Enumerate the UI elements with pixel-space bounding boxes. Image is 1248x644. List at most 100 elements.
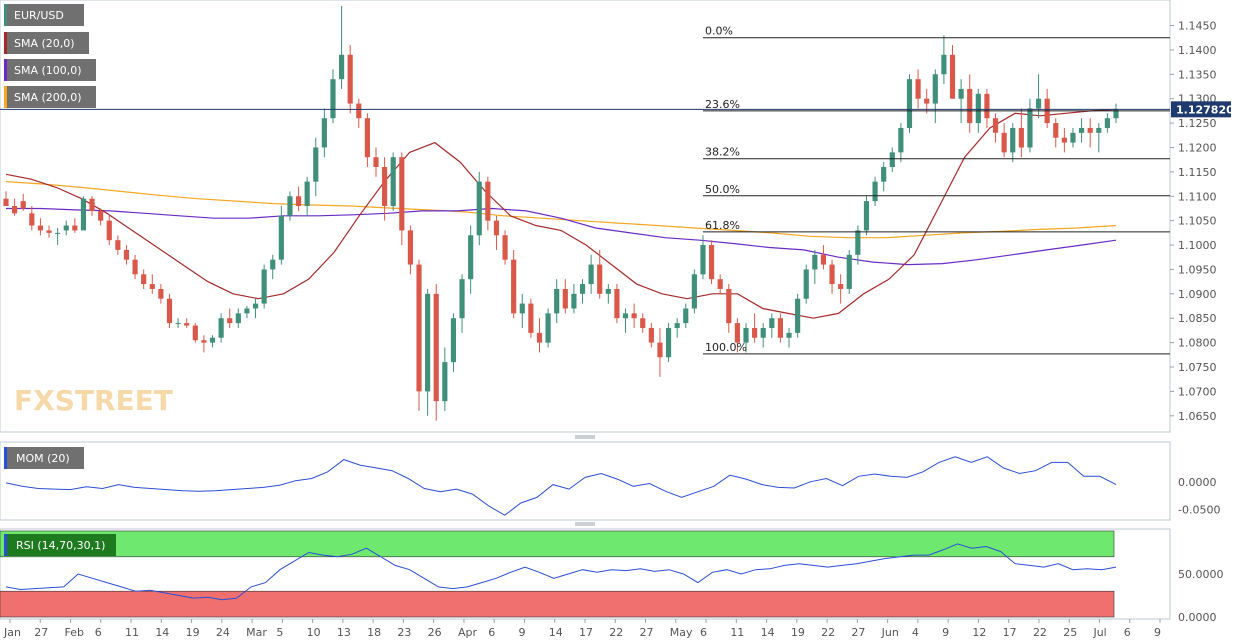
candle-bull — [252, 303, 259, 309]
price-tick-label: 1.1250 — [1178, 117, 1217, 130]
candle-bear — [528, 303, 534, 333]
x-tick-label: 11 — [125, 626, 139, 639]
candle-bear — [838, 284, 844, 289]
sma-lines — [5, 108, 1117, 319]
candle-bear — [726, 288, 732, 324]
x-axis: Jan 27 Feb 6 11 14 19 24 Mar 5 10 13 18 23 26 Apr 6 9 14 17… — [3, 619, 1161, 639]
candle-bull — [304, 181, 310, 207]
candle-bull — [554, 288, 560, 314]
candle-bear — [123, 249, 130, 260]
momentum-panel — [0, 441, 1171, 521]
price-axis: 1.14501.14001.13501.13001.12501.12001.11… — [0, 20, 1234, 423]
candle-bear — [382, 166, 388, 207]
candle-bear — [46, 230, 52, 233]
candle-bear — [640, 318, 646, 328]
candle-bull — [881, 166, 887, 182]
price-tick-label: 1.0700 — [1178, 385, 1217, 398]
candle-bull — [571, 293, 577, 309]
price-tick-label: 1.0650 — [1178, 410, 1217, 423]
mom-tick-label: 0.0000 — [1178, 476, 1217, 489]
candle-bear — [1018, 127, 1024, 148]
momentum-line — [5, 456, 1117, 516]
candle-bear — [984, 93, 990, 119]
last-price-label: 1.127820 — [1176, 103, 1234, 116]
price-tick-label: 1.0900 — [1178, 288, 1217, 301]
price-tick-label: 1.1200 — [1178, 141, 1217, 154]
x-tick-label: 14 — [155, 626, 169, 639]
x-tick-label: 6 — [1124, 626, 1131, 639]
candle-bull — [605, 288, 611, 294]
candle-bear — [98, 210, 104, 221]
candle-bull — [786, 332, 792, 338]
candle-bear — [364, 118, 370, 158]
candle-bear — [536, 332, 543, 343]
candle-bear — [967, 88, 973, 124]
x-tick-label: 17 — [579, 626, 593, 639]
candle-bull — [889, 152, 895, 167]
legend-mom: MOM (20) — [4, 447, 84, 469]
price-tick-label: 1.1350 — [1178, 68, 1217, 81]
candle-bull — [63, 225, 69, 231]
candle-bull — [700, 245, 706, 275]
x-tick-label: 17 — [1003, 626, 1017, 639]
candle-bear — [373, 157, 379, 167]
candle-bear — [924, 98, 930, 104]
x-tick-label: 13 — [337, 626, 351, 639]
candle-bull — [339, 54, 345, 80]
legend-sma20-label: SMA (20,0) — [14, 37, 75, 50]
candle-bull — [1104, 118, 1110, 128]
sma200-line — [5, 181, 1117, 239]
x-tick-label: 6 — [700, 626, 707, 639]
x-tick-label: 26 — [428, 626, 442, 639]
rsi-overbought-zone — [0, 530, 1115, 558]
candle-bull — [209, 337, 216, 343]
candle-bull — [906, 79, 913, 128]
candle-bull — [1096, 127, 1102, 133]
panel-divider-1[interactable] — [575, 435, 595, 439]
candle-bull — [55, 232, 61, 234]
candle-bear — [20, 201, 26, 209]
candle-bear — [106, 220, 112, 241]
candle-bull — [80, 198, 87, 231]
candle-bear — [631, 313, 637, 319]
candle-bull — [665, 327, 672, 358]
candle-bear — [829, 264, 835, 285]
candle-bull — [1035, 98, 1042, 109]
legend-rsi-label: RSI (14,70,30,1) — [16, 539, 105, 552]
rsi-line — [5, 543, 1117, 601]
price-tick-label: 1.0950 — [1178, 263, 1217, 276]
legend-symbol-label: EUR/USD — [14, 9, 64, 22]
legend-sma200-label: SMA (200,0) — [14, 91, 82, 104]
candle-bear — [493, 220, 500, 236]
candle-bear — [820, 254, 827, 265]
x-tick-label: 12 — [972, 626, 986, 639]
legend-sma200: SMA (200,0) — [4, 86, 96, 108]
x-tick-label: 27 — [640, 626, 654, 639]
candle-bull — [244, 308, 250, 314]
candle-bear — [29, 213, 35, 226]
candle-bull — [674, 323, 680, 328]
candle-bear — [915, 79, 921, 99]
candle-bull — [579, 284, 586, 294]
fib-level-label: 23.6% — [705, 98, 740, 111]
x-tick-label: 27 — [34, 626, 48, 639]
candle-bear — [992, 118, 999, 133]
fib-level-label: 50.0% — [705, 183, 740, 196]
x-tick-label: 18 — [367, 626, 381, 639]
candle-bull — [390, 157, 396, 207]
panel-divider-2[interactable] — [575, 522, 595, 526]
x-tick-label: 14 — [549, 626, 563, 639]
x-tick-label: May — [670, 626, 693, 639]
candle-bear — [511, 259, 517, 314]
candle-bear — [295, 196, 302, 207]
x-tick-label: 19 — [186, 626, 200, 639]
rsi-axis: 50.0000 0.0000 — [1178, 568, 1224, 624]
x-tick-label: 4 — [912, 626, 919, 639]
candle-bull — [932, 74, 938, 104]
candle-bull — [450, 318, 457, 363]
price-tick-label: 1.0750 — [1178, 361, 1217, 374]
candle-bear — [192, 325, 198, 341]
candle-bull — [261, 269, 267, 304]
candle-bull — [330, 79, 336, 119]
